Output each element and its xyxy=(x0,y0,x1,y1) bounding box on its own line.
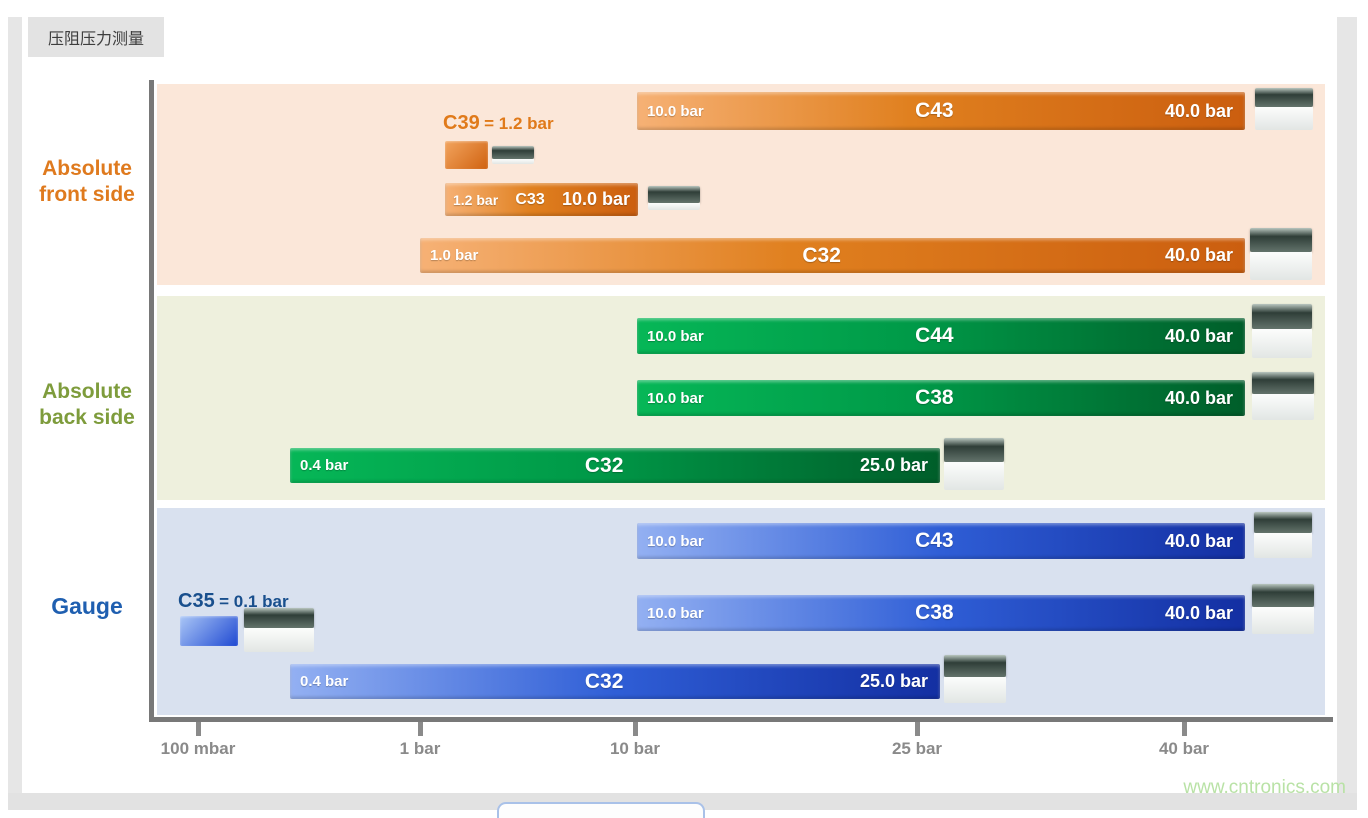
range-bar-gauge-c32: 0.4 bar C32 25.0 bar xyxy=(290,664,940,699)
sensor-package-icon xyxy=(944,438,1004,490)
section-label-line1: Absolute xyxy=(42,157,132,180)
point-marker-c39 xyxy=(445,141,488,169)
bar-product-label: C38 xyxy=(915,386,954,409)
sensor-chip-icon xyxy=(648,186,700,210)
x-tick-label: 25 bar xyxy=(891,739,943,758)
point-label-c39: C39 = 1.2 bar xyxy=(443,112,554,135)
bar-min-label: 0.4 bar xyxy=(300,673,349,690)
bar-product-label: C43 xyxy=(915,529,954,552)
range-bar-back-c38: 10.0 bar C38 40.0 bar xyxy=(637,380,1245,416)
bar-product-label: C38 xyxy=(915,601,954,624)
x-tick-mark xyxy=(915,722,920,736)
bar-min-label: 10.0 bar xyxy=(647,389,704,407)
bar-product-label: C32 xyxy=(584,453,624,477)
range-bar-front-c32: 1.0 bar C32 40.0 bar xyxy=(420,238,1245,273)
sensor-package-icon xyxy=(1252,304,1312,358)
watermark: www.cntronics.com xyxy=(1183,777,1346,798)
bar-product-label: C32 xyxy=(802,243,841,267)
range-bar-back-c44: 10.0 bar C44 40.0 bar xyxy=(637,318,1245,354)
bar-max-label: 40.0 bar xyxy=(1164,530,1233,551)
section-label-line1: Absolute xyxy=(42,380,132,403)
range-bar-front-c43: 10.0 bar C43 40.0 bar xyxy=(637,92,1245,130)
point-value-label: = 0.1 bar xyxy=(219,592,289,611)
x-axis-line xyxy=(149,717,1333,722)
section-label-line1: Gauge xyxy=(51,593,123,619)
range-bar-gauge-c38: 10.0 bar C38 40.0 bar xyxy=(637,595,1245,631)
x-tick-mark xyxy=(1182,722,1187,736)
scrollbar[interactable] xyxy=(1337,17,1357,793)
bar-max-label: 40.0 bar xyxy=(1164,325,1233,346)
section-label-absolute-front-side: Absolute front side xyxy=(23,156,151,208)
bar-max-label: 25.0 bar xyxy=(859,455,928,475)
x-tick-label: 10 bar xyxy=(609,739,661,758)
bar-min-label: 10.0 bar xyxy=(647,604,704,622)
bar-product-label: C43 xyxy=(915,99,954,122)
sensor-package-icon xyxy=(1254,512,1312,558)
bar-max-label: 10.0 bar xyxy=(561,189,630,209)
point-product-label: C35 xyxy=(178,590,215,612)
bar-product-label: C33 xyxy=(515,190,545,208)
bar-min-label: 1.2 bar xyxy=(453,191,499,208)
sensor-package-icon xyxy=(1255,88,1313,130)
point-label-c35: C35 = 0.1 bar xyxy=(178,590,289,613)
section-label-gauge: Gauge xyxy=(23,593,151,619)
bar-min-label: 10.0 bar xyxy=(647,532,704,550)
x-tick-mark xyxy=(196,722,201,736)
bar-min-label: 10.0 bar xyxy=(647,102,704,120)
bar-min-label: 0.4 bar xyxy=(300,457,349,474)
point-value-label: = 1.2 bar xyxy=(484,114,554,133)
sensor-package-icon xyxy=(1252,584,1314,634)
x-tick-label: 40 bar xyxy=(1158,739,1210,758)
bar-product-label: C32 xyxy=(584,669,624,693)
sensor-package-icon xyxy=(1252,372,1314,420)
bar-max-label: 40.0 bar xyxy=(1164,602,1233,623)
point-marker-c35 xyxy=(180,616,238,646)
sensor-chip-icon xyxy=(492,146,534,164)
range-bar-gauge-c43: 10.0 bar C43 40.0 bar xyxy=(637,523,1245,559)
bar-product-label: C44 xyxy=(915,324,954,347)
bar-min-label: 1.0 bar xyxy=(430,247,479,264)
bar-max-label: 25.0 bar xyxy=(859,671,928,691)
sensor-package-icon xyxy=(244,608,314,652)
x-tick-label: 1 bar xyxy=(399,739,441,758)
range-bar-front-c33: 1.2 bar C33 10.0 bar xyxy=(445,183,638,216)
section-label-line2: front side xyxy=(39,183,135,206)
partial-button[interactable] xyxy=(497,802,705,818)
bar-max-label: 40.0 bar xyxy=(1164,100,1233,121)
section-label-line2: back side xyxy=(39,406,135,429)
section-label-absolute-back-side: Absolute back side xyxy=(23,379,151,431)
range-bar-back-c32: 0.4 bar C32 25.0 bar xyxy=(290,448,940,483)
tab-label: 压阻压力测量 xyxy=(47,31,144,48)
bar-min-label: 10.0 bar xyxy=(647,327,704,345)
x-tick-label: 100 mbar xyxy=(160,739,236,758)
x-tick-mark xyxy=(633,722,638,736)
bar-max-label: 40.0 bar xyxy=(1164,245,1233,265)
sensor-package-icon xyxy=(944,655,1006,703)
point-product-label: C39 xyxy=(443,112,480,134)
x-tick-mark xyxy=(418,722,423,736)
bar-max-label: 40.0 bar xyxy=(1164,387,1233,408)
y-axis-line xyxy=(149,80,154,722)
tab-piezoresistive-pressure[interactable]: 压阻压力测量 xyxy=(28,17,164,57)
sensor-package-icon xyxy=(1250,228,1312,280)
bottom-strip xyxy=(8,793,1357,810)
